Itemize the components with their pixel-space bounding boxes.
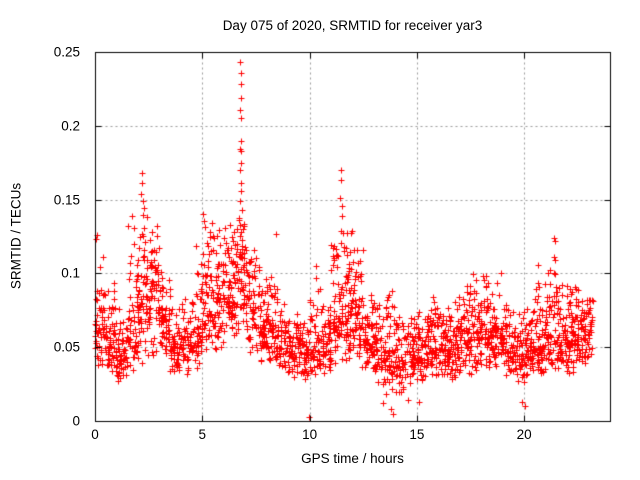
x-axis-label: GPS time / hours <box>301 451 404 466</box>
x-tick-label: 20 <box>516 427 532 442</box>
y-tick-label: 0.25 <box>53 44 80 60</box>
y-tick-label: 0 <box>72 413 80 429</box>
y-tick-label: 0.2 <box>61 118 80 134</box>
chart-title: Day 075 of 2020, SRMTID for receiver yar… <box>222 18 483 33</box>
y-axis-label: SRMTID / TECUs <box>8 182 24 290</box>
y-tick-label: 0.15 <box>53 192 80 208</box>
x-tick-label: 10 <box>302 427 318 442</box>
y-tick-label: 0.1 <box>61 265 80 281</box>
x-tick-label: 0 <box>91 427 99 442</box>
x-tick-label: 15 <box>409 427 425 442</box>
y-tick-label: 0.05 <box>53 339 80 355</box>
x-tick-label: 5 <box>198 427 207 442</box>
